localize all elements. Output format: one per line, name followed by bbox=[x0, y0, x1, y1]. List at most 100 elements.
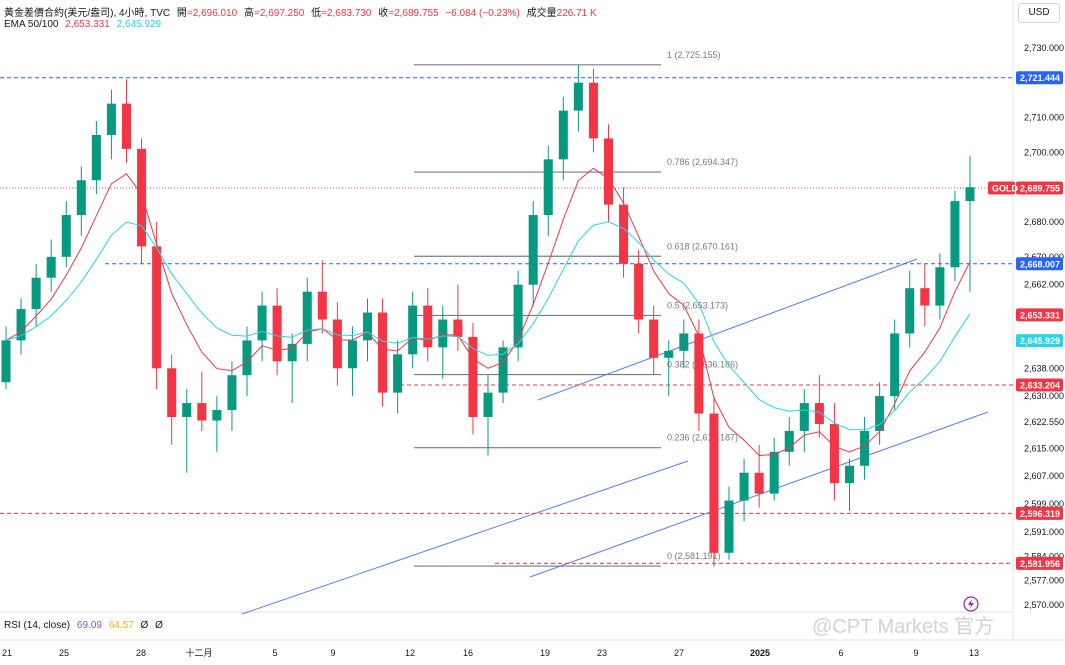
ohlc-low-label: 低 bbox=[311, 8, 322, 19]
watermark-text: @CPT Markets 官方 bbox=[812, 616, 995, 638]
price-tag-label: 2,645.929 bbox=[1020, 336, 1060, 346]
candle-body bbox=[152, 246, 162, 369]
y-tick-label: 2,638.000 bbox=[1024, 363, 1064, 373]
candle-body bbox=[257, 305, 267, 341]
candle bbox=[378, 298, 388, 407]
y-tick-label: 2,622.550 bbox=[1024, 417, 1064, 427]
candle bbox=[408, 291, 418, 369]
x-tick-label: 9 bbox=[330, 648, 335, 658]
price-tag-box bbox=[1016, 334, 1063, 348]
candle bbox=[739, 458, 749, 522]
x-tick-label: 25 bbox=[59, 648, 69, 658]
candle-body bbox=[844, 465, 855, 484]
candle-body bbox=[483, 392, 493, 418]
candle bbox=[573, 65, 583, 132]
candle bbox=[890, 319, 900, 411]
price-tag-box bbox=[1016, 378, 1063, 392]
ema-legend[interactable]: EMA 50/100 2,653.331 2,645.929 bbox=[4, 19, 161, 30]
x-tick-label: 13 bbox=[969, 648, 979, 658]
candle-body bbox=[408, 305, 418, 355]
price-tag-box bbox=[1016, 506, 1063, 520]
ema-fast-line bbox=[5, 167, 971, 457]
rsi-value-c: Ø bbox=[140, 620, 149, 631]
x-tick-label: 12 bbox=[405, 648, 415, 658]
candle bbox=[257, 291, 267, 362]
candle-body bbox=[182, 403, 192, 418]
price-tag-label: 2,581.956 bbox=[1020, 559, 1060, 569]
candle-body bbox=[287, 343, 297, 362]
candle-body bbox=[378, 312, 388, 393]
ohlc-low-value: =2,683.730 bbox=[321, 8, 372, 19]
candle bbox=[679, 319, 689, 369]
candle bbox=[649, 305, 659, 376]
candle bbox=[272, 288, 282, 376]
candle-body bbox=[558, 110, 568, 160]
candle bbox=[875, 382, 885, 445]
candle bbox=[302, 277, 312, 362]
candle bbox=[528, 201, 538, 306]
candle bbox=[784, 417, 794, 466]
rsi-legend[interactable]: RSI (14, close) 69.09 64.57 Ø Ø bbox=[4, 620, 163, 631]
candle-body bbox=[784, 430, 794, 452]
lightning-icon bbox=[963, 596, 979, 612]
y-tick-label: 2,577.000 bbox=[1024, 576, 1064, 586]
candle bbox=[860, 417, 870, 480]
candle-body bbox=[317, 291, 327, 320]
candle-body bbox=[950, 201, 960, 268]
candle-body bbox=[739, 472, 749, 501]
candle bbox=[212, 396, 222, 452]
fib-level-label: 0 (2,581.191) bbox=[667, 551, 721, 561]
ohlc-high-label: 高 bbox=[244, 8, 255, 19]
currency-button[interactable]: USD bbox=[1018, 3, 1060, 23]
price-tag-label: 2,653.331 bbox=[1020, 310, 1060, 320]
volume-value: 226.71 K bbox=[556, 8, 597, 19]
candle bbox=[31, 263, 41, 327]
candle bbox=[468, 323, 478, 435]
candle bbox=[814, 375, 824, 438]
fib-level-label: 0.618 (2,670.161) bbox=[667, 241, 738, 251]
x-tick-label: 27 bbox=[674, 648, 684, 658]
candle bbox=[317, 260, 327, 334]
candle bbox=[709, 396, 719, 567]
ohlc-open-value: =2,696.010 bbox=[186, 8, 238, 19]
candle-body bbox=[423, 305, 433, 348]
volume-label: 成交量 bbox=[526, 8, 557, 19]
price-tag-label: 2,668.007 bbox=[1020, 259, 1060, 269]
price-tag-box bbox=[1016, 257, 1063, 271]
y-tick-label: 2,584.000 bbox=[1024, 551, 1064, 561]
candle-body bbox=[76, 180, 86, 216]
ema-slow-line bbox=[5, 221, 971, 431]
fib-level-label: 0.786 (2,694.347) bbox=[667, 157, 738, 167]
candle-body bbox=[242, 340, 252, 376]
candle bbox=[829, 403, 839, 501]
candle-body bbox=[197, 403, 207, 421]
channel-line-0 bbox=[241, 460, 689, 615]
candle-body bbox=[453, 319, 463, 337]
candle-body bbox=[649, 319, 659, 358]
candle bbox=[965, 155, 975, 292]
price-tag-box bbox=[1016, 308, 1063, 322]
candle-body bbox=[362, 312, 373, 341]
channel-line-2 bbox=[537, 258, 918, 401]
fib-level-label: 1 (2,725.155) bbox=[667, 50, 721, 60]
ema-label: EMA 50/100 bbox=[4, 19, 59, 30]
candle bbox=[634, 249, 644, 334]
candle bbox=[121, 79, 132, 163]
candle-body bbox=[814, 403, 824, 424]
candle-body bbox=[664, 350, 674, 358]
candle bbox=[393, 340, 403, 414]
price-tag-label: 2,721.444 bbox=[1020, 73, 1060, 83]
candle bbox=[588, 68, 598, 153]
candle-body bbox=[588, 82, 598, 139]
candle-body bbox=[438, 319, 448, 348]
candle-body bbox=[724, 500, 734, 553]
candle bbox=[543, 145, 553, 236]
candle bbox=[182, 389, 192, 473]
candle bbox=[76, 166, 86, 236]
candle-body bbox=[46, 256, 56, 278]
change-value: −6.084 (−0.23%) bbox=[445, 8, 520, 19]
candle bbox=[754, 444, 764, 508]
candle bbox=[91, 121, 101, 195]
